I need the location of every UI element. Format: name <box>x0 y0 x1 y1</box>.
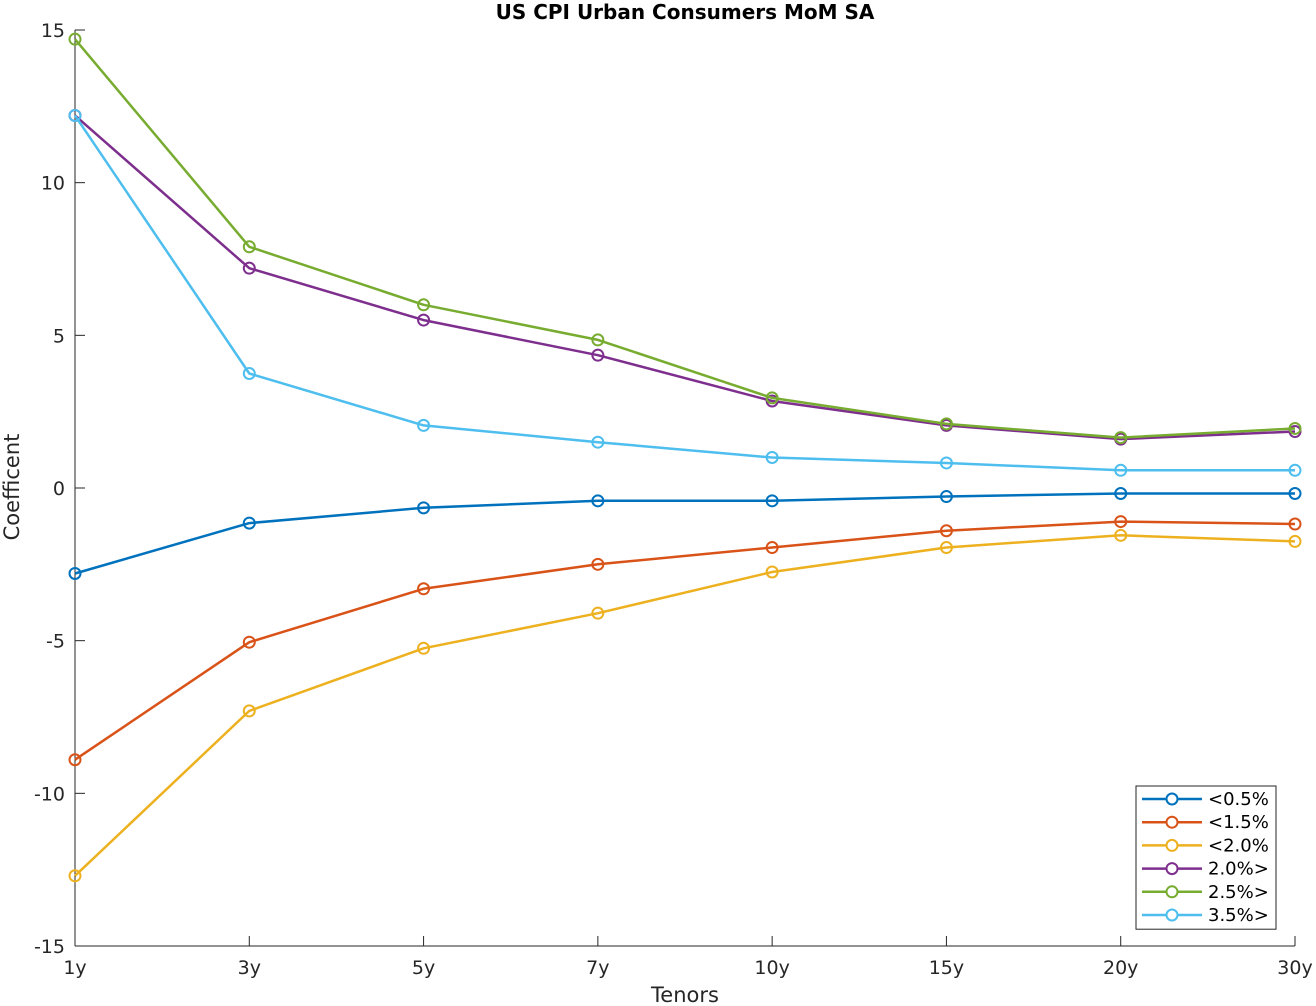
legend-label: 3.5%> <box>1208 905 1269 926</box>
data-point <box>765 450 779 464</box>
legend: <0.5%<1.5%<2.0% 2.0%>2.5%>3.5%> <box>1135 785 1277 930</box>
legend-label: 2.0%> <box>1208 859 1269 880</box>
data-point <box>242 367 256 380</box>
data-point <box>68 108 82 122</box>
legend-marker <box>1165 792 1179 806</box>
data-point <box>939 490 953 504</box>
legend-marker <box>1165 862 1179 876</box>
data-point <box>1114 515 1128 529</box>
data-point <box>1288 421 1302 435</box>
legend-item: <0.5% <box>1142 789 1269 810</box>
data-point <box>417 418 431 432</box>
data-point <box>242 635 256 649</box>
x-tick-label: 15y <box>929 957 964 979</box>
y-tick-label: 0 <box>53 478 65 500</box>
plot-area: -15 -10 -5 0 5 10 15 1y 3y 5y 7y 10y 15y 20y 30y <box>34 20 1313 979</box>
data-point <box>1288 486 1302 500</box>
x-tick-label: 7y <box>586 957 609 979</box>
data-point <box>1114 486 1128 500</box>
data-point <box>417 582 431 596</box>
series-line <box>74 114 1296 441</box>
data-point <box>591 348 605 362</box>
data-point <box>1114 431 1128 445</box>
y-tick-label: 5 <box>53 325 65 347</box>
x-tick-label: 30y <box>1277 957 1312 979</box>
data-point <box>765 494 779 508</box>
x-tick-label: 1y <box>63 957 86 979</box>
legend-marker <box>1165 838 1179 852</box>
data-point <box>591 606 605 620</box>
data-point <box>591 557 605 571</box>
legend-item: <2.0% <box>1142 835 1269 856</box>
data-point <box>417 641 431 655</box>
data-point <box>417 501 431 515</box>
legend-box <box>1135 785 1277 930</box>
data-point <box>242 261 256 275</box>
x-tick-label: 5y <box>412 957 435 979</box>
data-point <box>591 333 605 347</box>
series-4 <box>68 108 1302 446</box>
x-tick-label: 10y <box>754 957 789 979</box>
data-point <box>68 32 82 46</box>
series-1 <box>68 486 1302 580</box>
data-point <box>591 435 605 449</box>
y-tick-label: -10 <box>34 783 65 805</box>
legend-label: <0.5% <box>1208 789 1269 810</box>
series-6 <box>68 108 1302 477</box>
data-point <box>242 516 256 530</box>
series-line <box>74 534 1296 877</box>
series-5 <box>68 32 1302 445</box>
data-point <box>417 313 431 327</box>
data-point <box>1288 517 1302 531</box>
legend-marker <box>1165 885 1179 899</box>
legend-item: 2.5%> <box>1142 882 1269 903</box>
y-tick-label: -15 <box>34 936 65 958</box>
legend-item: <1.5% <box>1142 812 1269 833</box>
data-point <box>417 298 431 312</box>
data-point <box>68 869 82 883</box>
y-axis-label: Coefficent <box>0 434 24 541</box>
series-line <box>74 38 1296 439</box>
legend-item: 2.0%> <box>1142 859 1269 880</box>
y-tick-label: -5 <box>46 631 65 653</box>
data-point <box>939 456 953 470</box>
data-point <box>242 704 256 718</box>
data-point <box>765 541 779 555</box>
data-point <box>939 417 953 431</box>
series-line <box>73 114 1295 472</box>
legend-label: 2.5%> <box>1208 882 1269 903</box>
series-2 <box>68 515 1302 767</box>
data-point <box>1114 528 1128 542</box>
data-point <box>765 565 779 579</box>
y-tick-label: 15 <box>41 20 65 42</box>
data-point <box>939 524 953 538</box>
series-3 <box>68 528 1302 883</box>
data-point <box>68 566 82 580</box>
data-point <box>591 494 605 508</box>
data-point <box>765 391 779 405</box>
data-point <box>1114 463 1128 477</box>
data-point <box>242 240 256 254</box>
x-tick-label: 20y <box>1103 957 1138 979</box>
x-tick-label: 3y <box>238 957 261 979</box>
legend-marker <box>1165 908 1179 922</box>
data-point <box>1288 463 1302 477</box>
y-tick-label: 10 <box>41 173 65 195</box>
legend-item: 3.5%> <box>1142 905 1269 926</box>
data-point <box>939 541 953 555</box>
data-point <box>68 753 82 767</box>
chart-title: US CPI Urban Consumers MoM SA <box>496 0 875 24</box>
legend-marker <box>1165 815 1179 829</box>
data-point <box>1288 534 1302 548</box>
legend-label: <2.0% <box>1208 835 1269 856</box>
series-line <box>74 492 1295 575</box>
legend-label: <1.5% <box>1208 812 1269 833</box>
series-line <box>74 520 1296 761</box>
x-axis-label: Tenors <box>650 983 719 1006</box>
